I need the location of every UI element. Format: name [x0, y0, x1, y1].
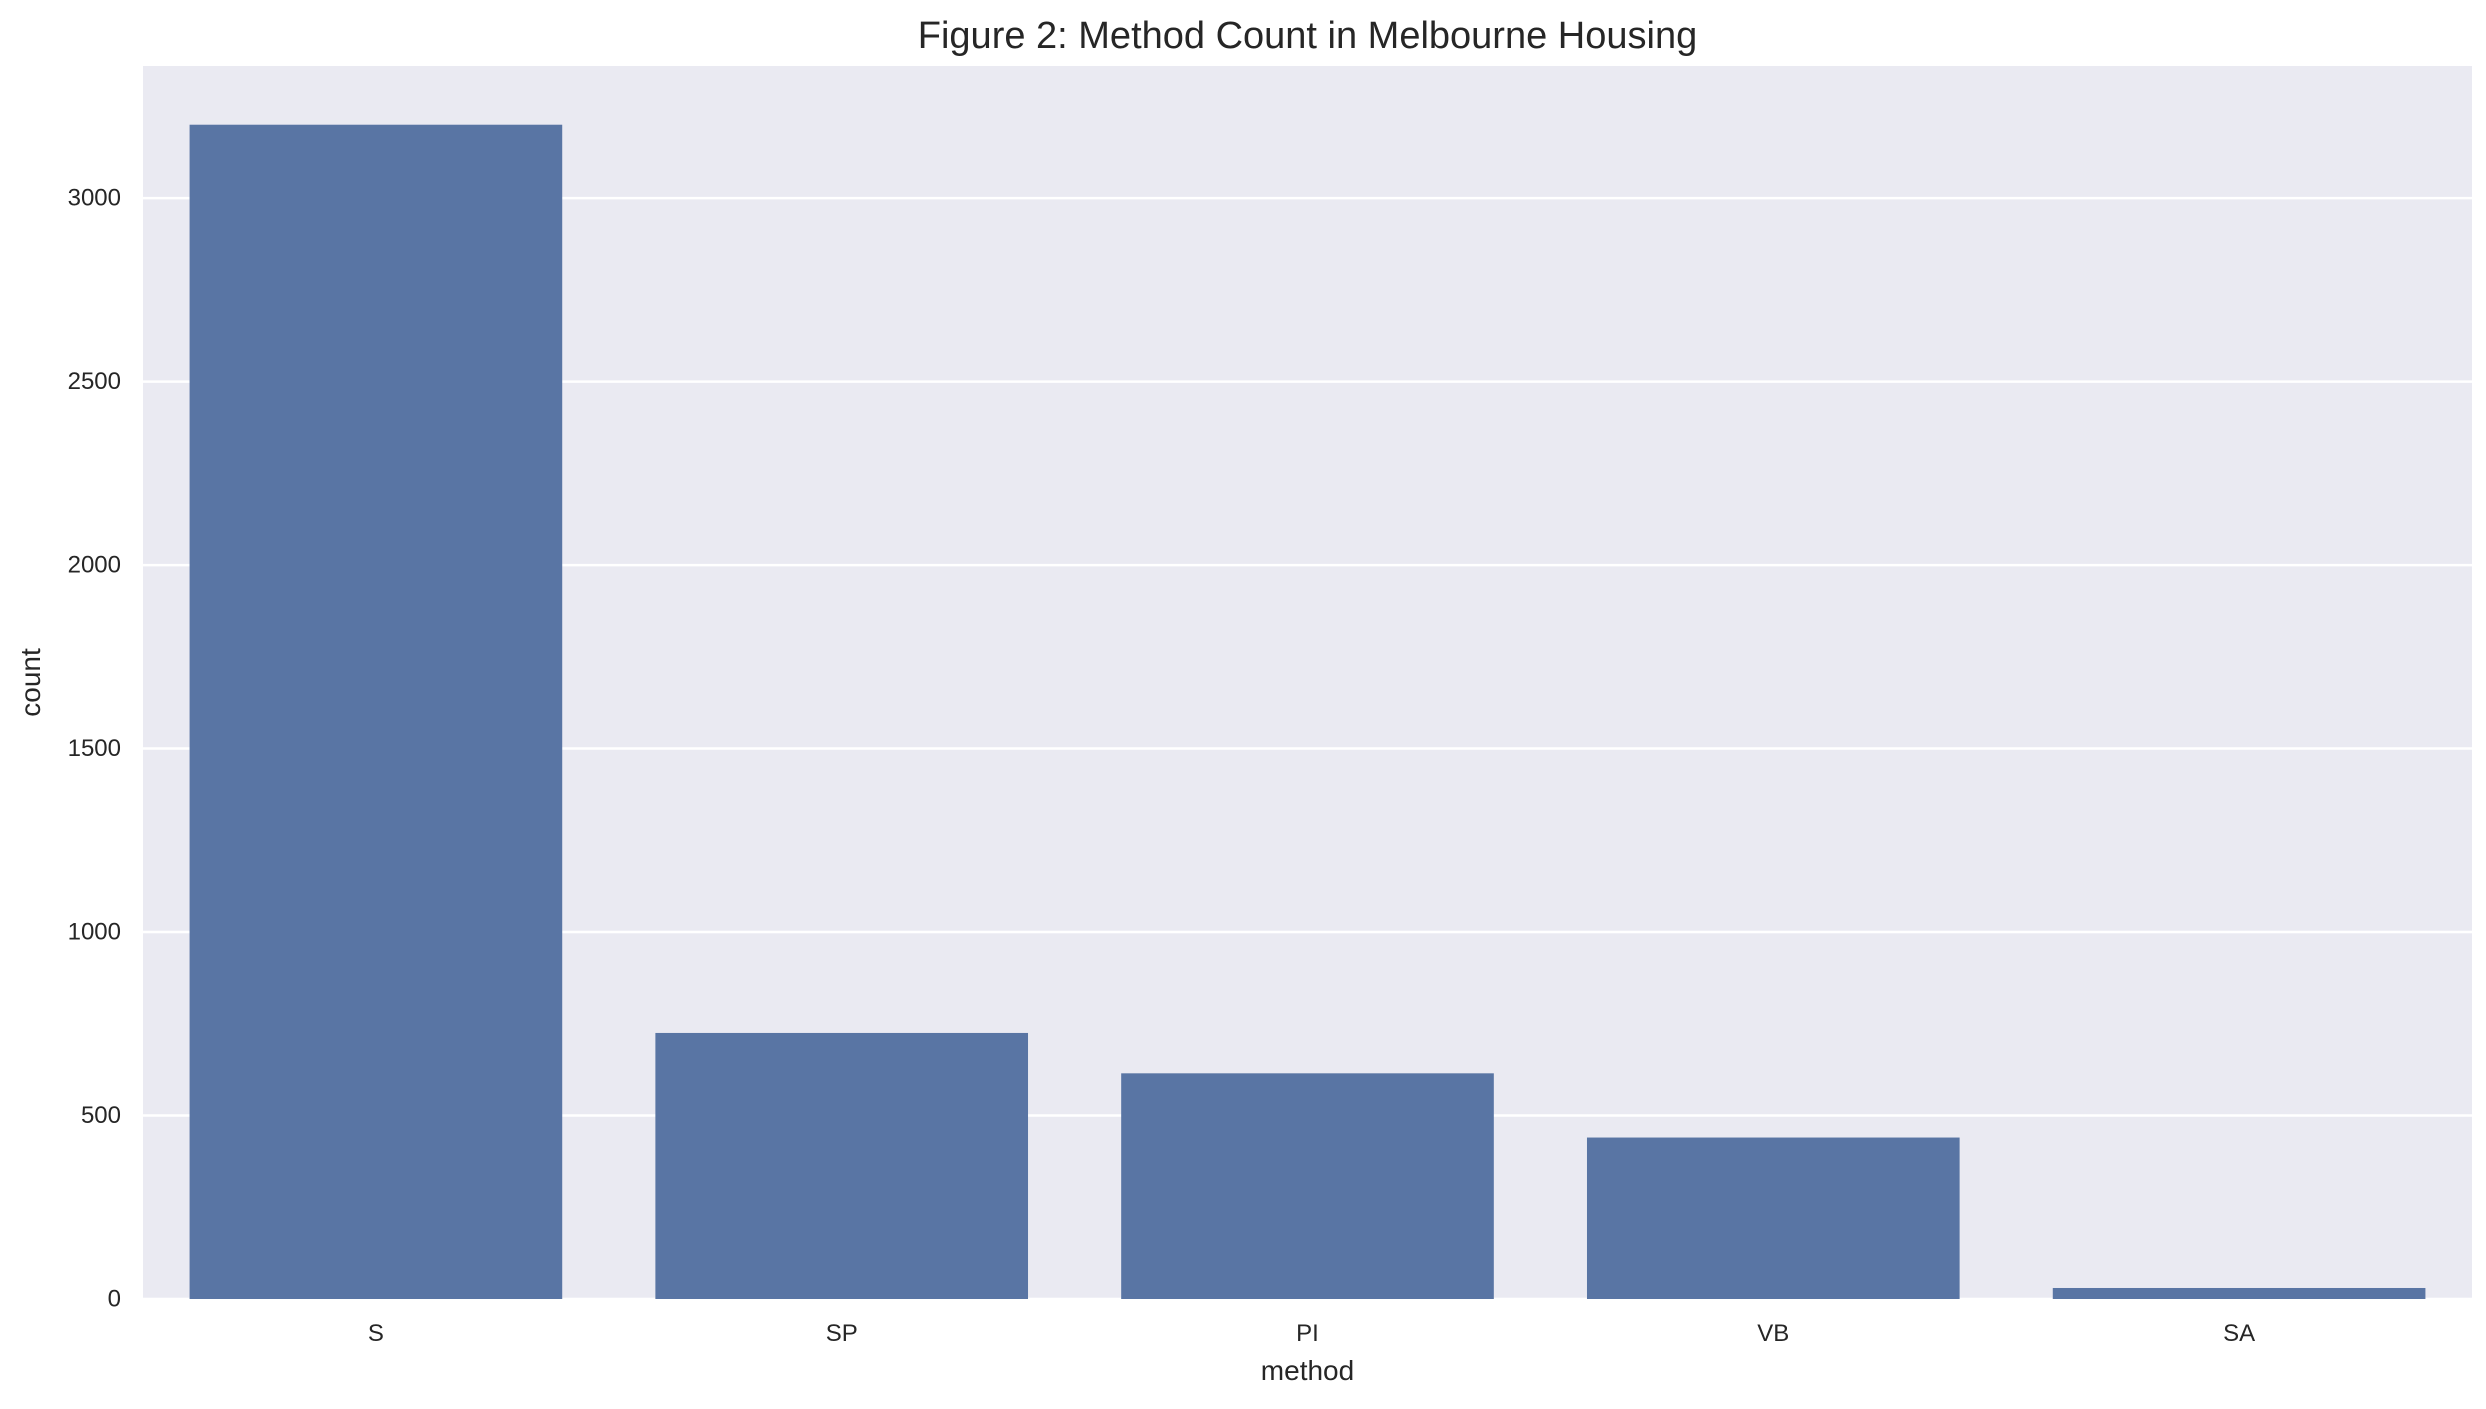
bar-sp — [655, 1032, 1029, 1299]
y-tick-label: 1500 — [68, 735, 121, 762]
y-tick-label: 0 — [108, 1286, 121, 1313]
bar-sa — [2052, 1287, 2426, 1299]
y-tick-label: 2000 — [68, 552, 121, 579]
bars — [189, 124, 2426, 1300]
y-tick-label: 2500 — [68, 368, 121, 395]
x-axis-ticks: S SP PI VB SA — [368, 1320, 2255, 1347]
y-tick-label: 500 — [81, 1102, 121, 1129]
y-axis-ticks: 0 500 1000 1500 2000 2500 3000 — [68, 185, 121, 1313]
bar-pi — [1121, 1073, 1494, 1299]
chart-title: Figure 2: Method Count in Melbourne Hous… — [918, 15, 1697, 57]
x-tick-label: SP — [826, 1320, 858, 1347]
y-tick-label: 3000 — [68, 185, 121, 212]
x-tick-label: PI — [1296, 1320, 1319, 1347]
x-tick-label: S — [368, 1320, 384, 1347]
x-axis-label: method — [1261, 1355, 1354, 1386]
y-axis-label: count — [15, 648, 46, 717]
y-tick-label: 1000 — [68, 919, 121, 946]
x-tick-label: SA — [2223, 1320, 2255, 1347]
bar-s — [189, 124, 563, 1300]
x-tick-label: VB — [1757, 1320, 1789, 1347]
bar-vb — [1586, 1137, 1960, 1299]
